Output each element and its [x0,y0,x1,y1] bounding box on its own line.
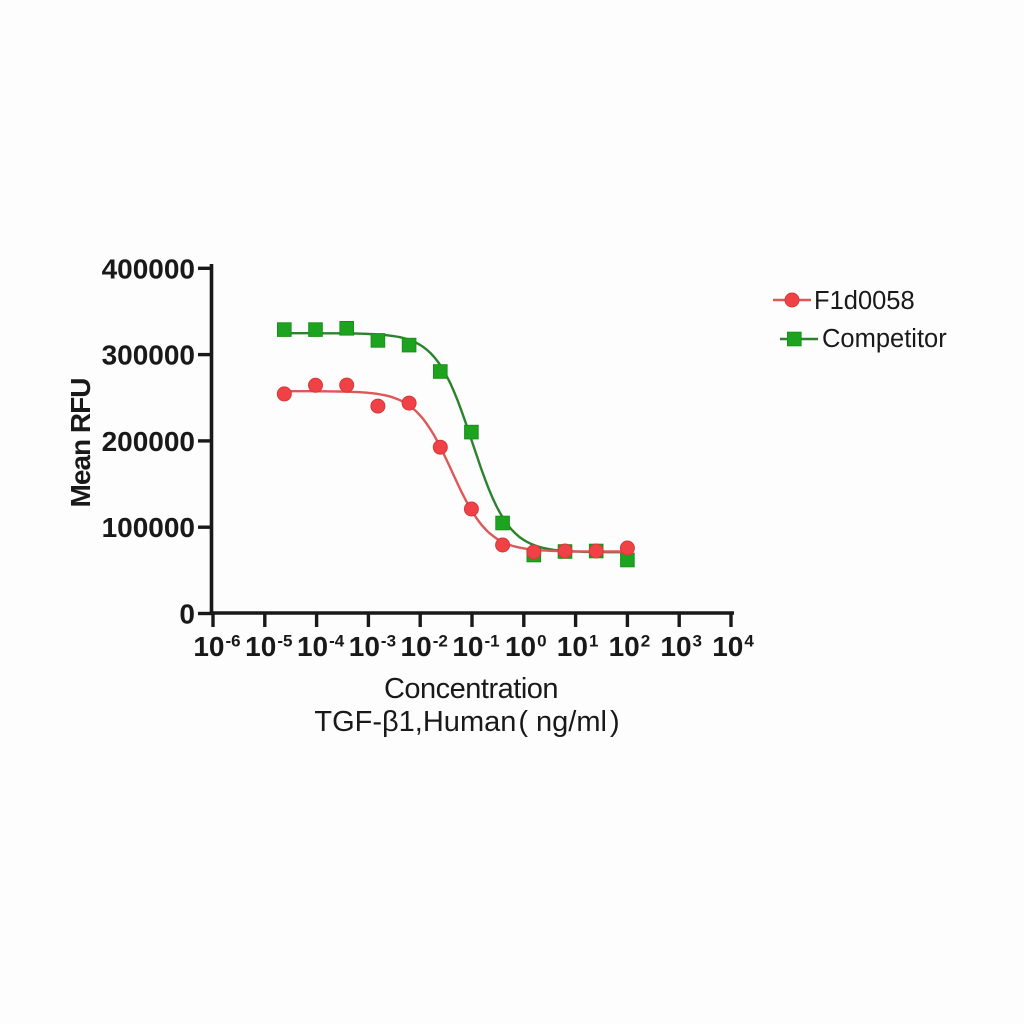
svg-text:10-5: 10-5 [245,631,292,662]
svg-text:F1d0058: F1d0058 [814,287,915,315]
svg-text:102: 102 [609,631,651,662]
svg-text:10-4: 10-4 [297,631,345,662]
svg-text:100: 100 [505,631,547,662]
svg-text:101: 101 [557,631,599,662]
svg-text:0: 0 [179,599,195,630]
svg-text:10-2: 10-2 [401,631,448,662]
svg-text:10-1: 10-1 [452,631,499,662]
svg-text:300000: 300000 [102,340,195,371]
svg-text:Competitor: Competitor [822,325,947,353]
svg-text:400000: 400000 [102,253,195,284]
svg-text:Concentration: Concentration [384,673,558,705]
svg-text:TGF-β1,Human(ng/ml): TGF-β1,Human(ng/ml) [314,706,619,738]
svg-text:200000: 200000 [102,426,195,457]
svg-text:100000: 100000 [102,512,195,543]
svg-text:103: 103 [660,631,702,662]
svg-text:104: 104 [712,631,754,662]
svg-text:10-3: 10-3 [349,631,396,662]
svg-text:10-6: 10-6 [193,631,240,662]
svg-text:Mean RFU: Mean RFU [65,379,96,508]
